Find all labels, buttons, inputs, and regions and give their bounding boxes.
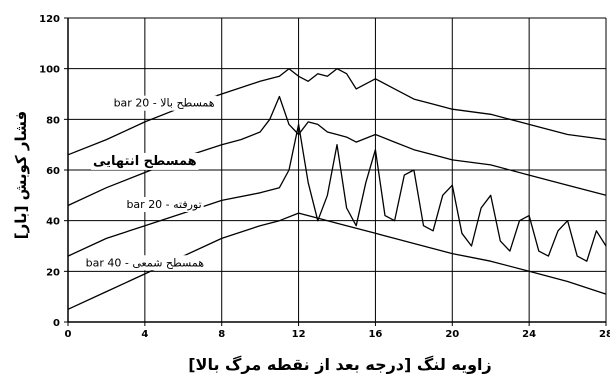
series-label-3: تورفته - 20 bar bbox=[126, 198, 201, 211]
x-tick-label: 28 bbox=[599, 329, 610, 340]
x-tick-label: 0 bbox=[65, 329, 72, 340]
y-tick-label: 100 bbox=[39, 65, 60, 76]
y-tick-label: 40 bbox=[46, 217, 60, 228]
series-line-2 bbox=[67, 95, 607, 207]
y-axis-label: فشار کوبش [بار] bbox=[12, 111, 30, 239]
series-label-background bbox=[91, 152, 199, 170]
grid-lines bbox=[68, 17, 607, 322]
x-tick-label: 8 bbox=[218, 329, 225, 340]
x-axis-label: زاویه لنگ [درجه بعد از نقطه مرگ بالا] bbox=[188, 355, 492, 374]
y-tick-label: 0 bbox=[53, 318, 60, 329]
y-tick-labels: 0 20 40 60 80 100 120 bbox=[39, 14, 60, 329]
x-tick-label: 12 bbox=[292, 329, 306, 340]
series-label-4: همسطح شمعی - 40 bar bbox=[86, 256, 205, 269]
y-tick-label: 80 bbox=[46, 115, 60, 126]
y-tick-label: 120 bbox=[39, 14, 60, 25]
series-label-background bbox=[111, 95, 217, 111]
series-labels: همسطح بالا - 20 bar همسطح انتهایی تورفته -… bbox=[83, 95, 217, 271]
series-label-2: همسطح انتهایی bbox=[93, 154, 197, 169]
series-label-background bbox=[124, 197, 204, 212]
series-label-1: همسطح بالا - 20 bar bbox=[114, 97, 215, 110]
x-tick-label: 24 bbox=[522, 329, 536, 340]
x-tick-label: 16 bbox=[368, 329, 382, 340]
series-line-3 bbox=[67, 123, 607, 262]
series-label-background bbox=[83, 255, 207, 271]
axes bbox=[64, 17, 607, 326]
y-tick-label: 60 bbox=[46, 166, 60, 177]
x-tick-label: 4 bbox=[141, 329, 148, 340]
x-tick-labels: 0 4 8 12 16 20 24 28 bbox=[65, 329, 610, 340]
x-tick-label: 20 bbox=[445, 329, 459, 340]
y-tick-label: 20 bbox=[46, 267, 60, 278]
